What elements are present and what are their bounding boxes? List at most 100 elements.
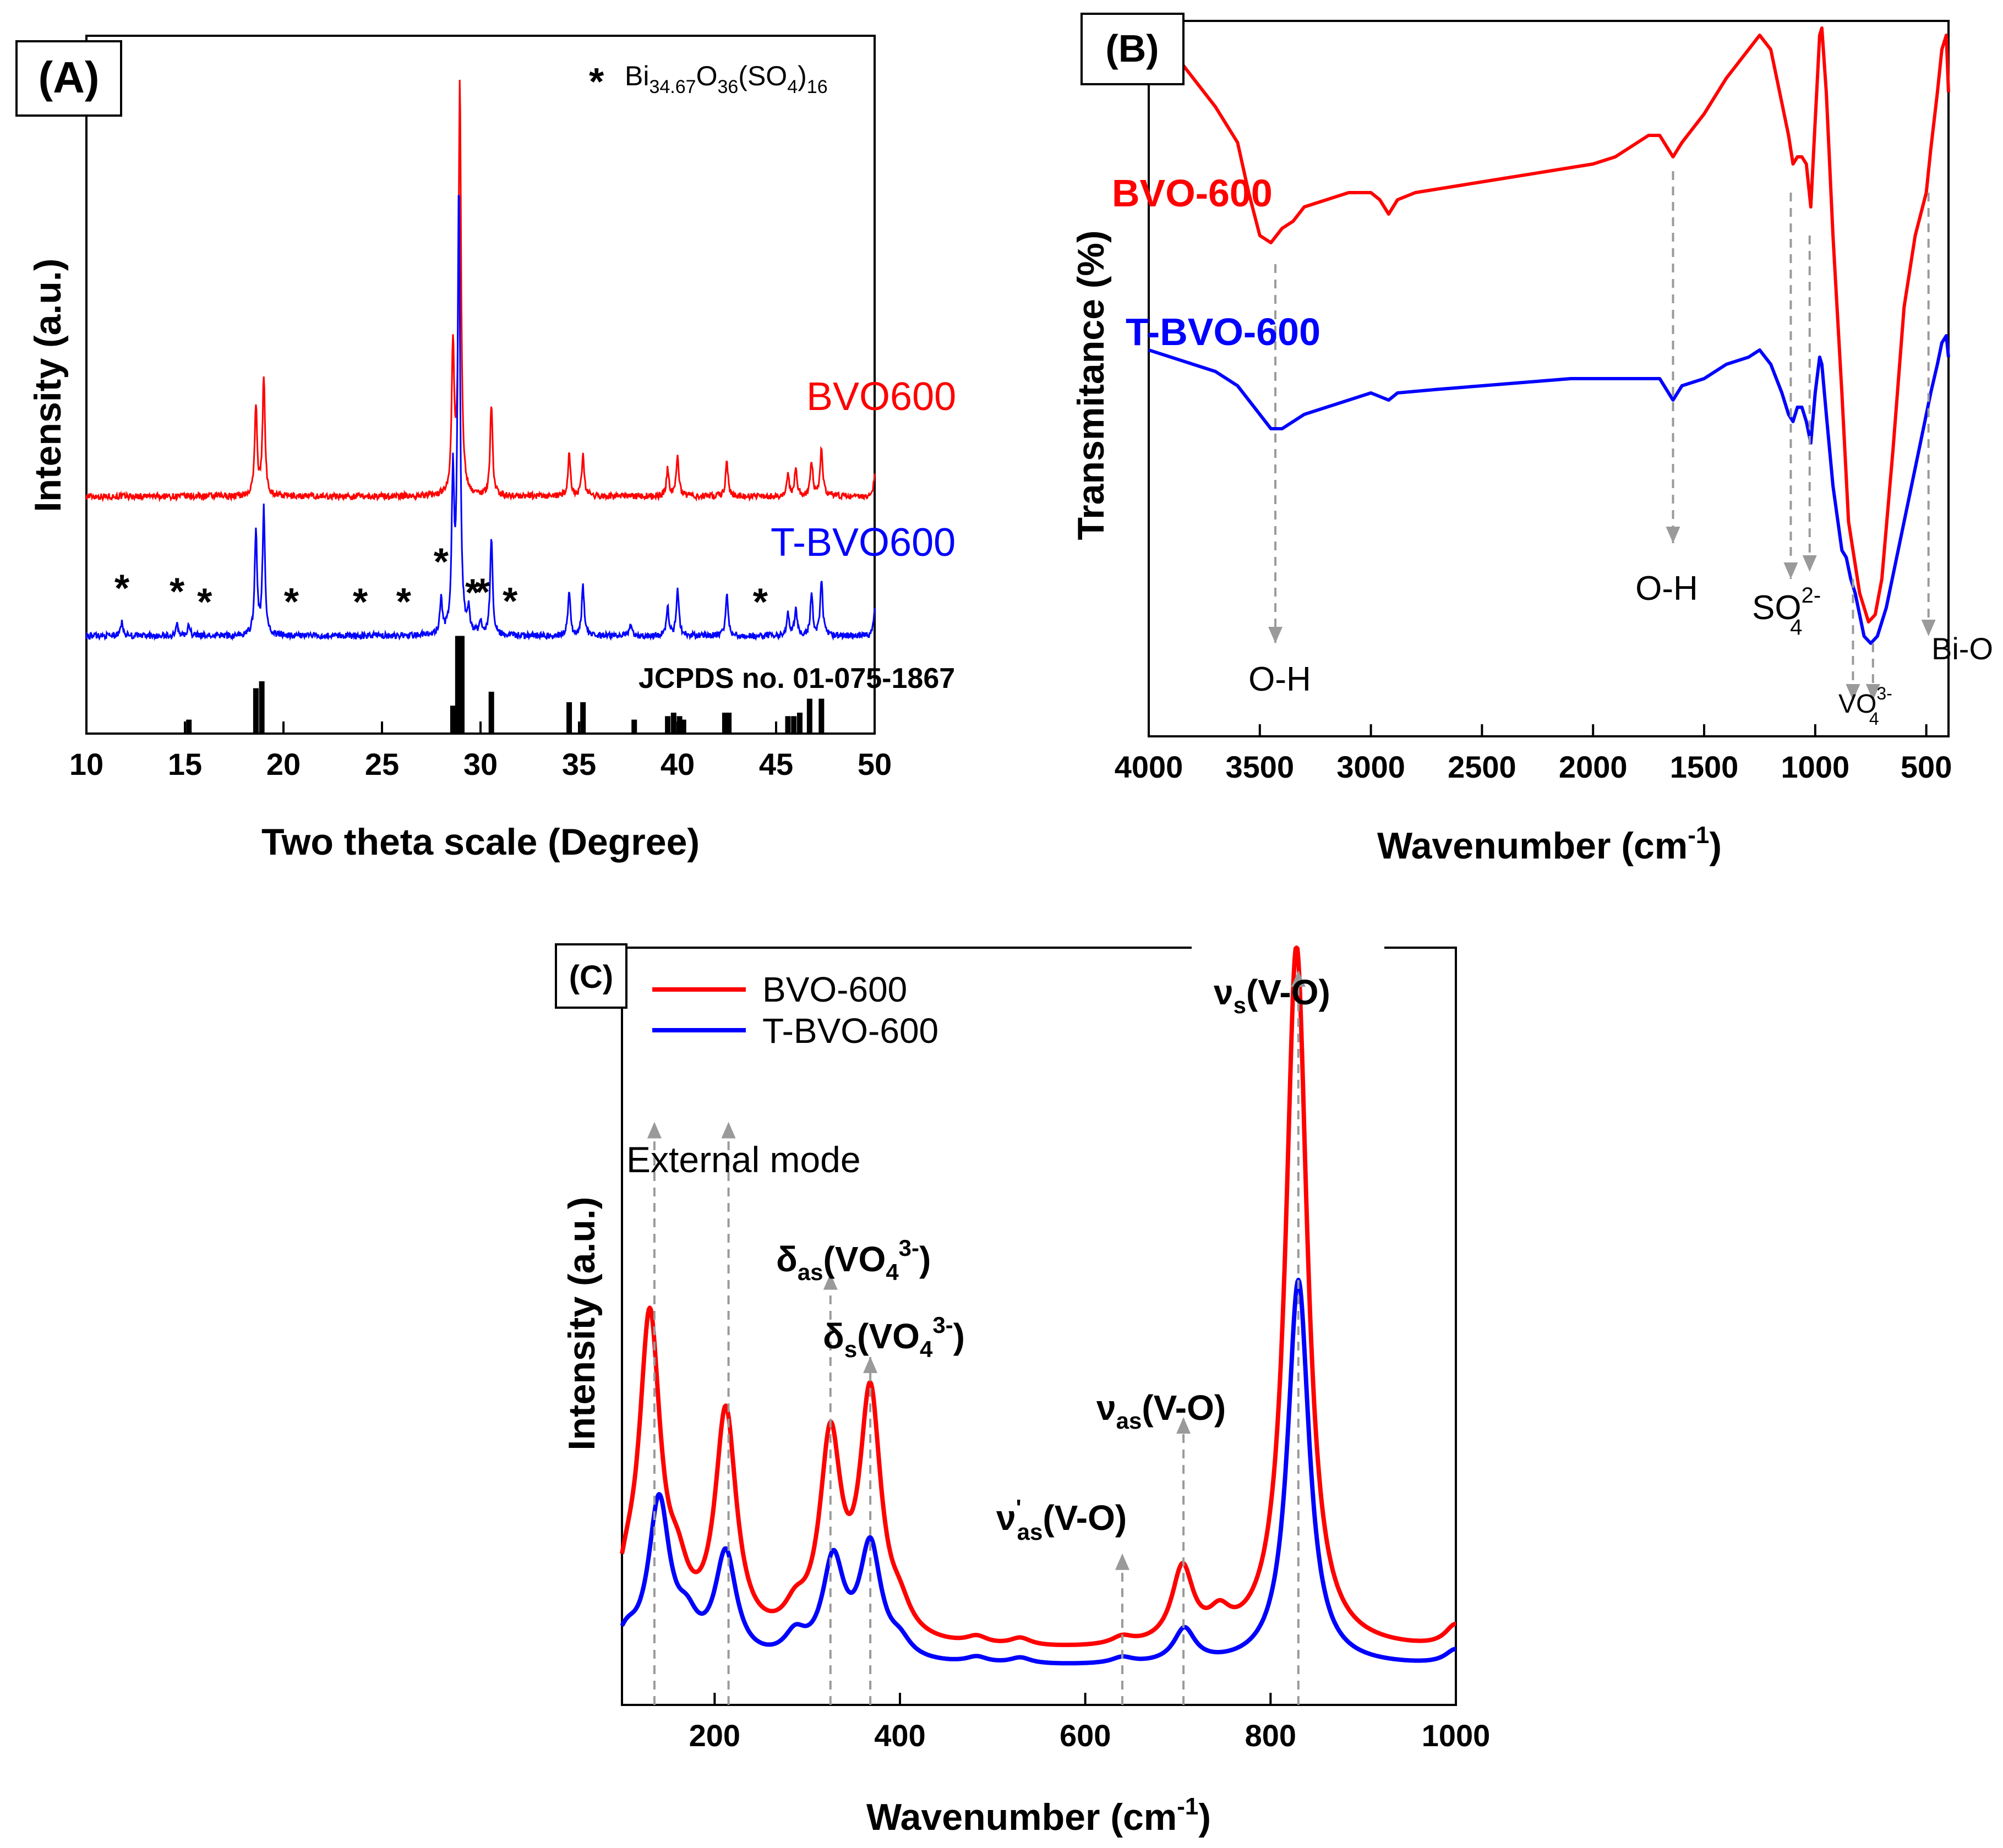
- panel-a-label: (A): [38, 53, 99, 102]
- panel-c-frame: [621, 947, 1457, 1706]
- panel-b-tick-label-3000: 3000: [1336, 750, 1405, 784]
- impurity-star-5: *: [396, 580, 412, 623]
- panel-c-nu-prime-as-label: ν' as(V-O): [996, 1495, 1127, 1545]
- panel-c-delta-as-label: δas(VO43-): [776, 1235, 931, 1285]
- panel-a-frame: [85, 35, 876, 735]
- panel-b-label: (B): [1105, 27, 1159, 70]
- panel-a-curves: [85, 79, 876, 641]
- raman-curve-bvo-600: [620, 945, 1458, 1647]
- panel-c-label: (C): [569, 959, 614, 995]
- arrow-oh-1640-head: [1666, 527, 1680, 543]
- reference-stick-14: [722, 712, 728, 734]
- impurity-star-10: *: [753, 581, 768, 624]
- panel-b-y-axis-title: Transmitance (%): [1070, 230, 1112, 540]
- arrow-external-b-head: [721, 1122, 736, 1139]
- panel-a-series-label-bvo600: BVO600: [806, 375, 956, 419]
- panel-a-tick-label-50: 50: [858, 747, 892, 781]
- reference-stick-10: [665, 716, 671, 734]
- arrow-so4-a-head: [1783, 562, 1798, 579]
- panel-a-legend-star: *: [589, 60, 604, 103]
- panel-b-ftir: 4000 3500 3000 2500 2000 1500 1000 500 (B) BVO-…: [1070, 13, 1993, 867]
- panel-c-x-ticks: 200 400 600 800 1000: [689, 1693, 1491, 1753]
- impurity-star-7: *: [465, 571, 481, 614]
- panel-b-x-axis-title: Wavenumber (cm-1): [1377, 822, 1722, 867]
- impurity-star-3: *: [284, 580, 299, 623]
- panel-c-x-axis-title: Wavenumber (cm-1): [866, 1793, 1211, 1838]
- panel-b-oh-label-3430: O-H: [1248, 660, 1311, 698]
- panel-a-x-ticks: 10 15 20 25 30 35 40 45 50: [69, 721, 892, 781]
- panel-c-tick-label-200: 200: [689, 1718, 740, 1753]
- arrow-external-a-head: [647, 1122, 662, 1139]
- panel-c-external-mode-label: External mode: [626, 1139, 861, 1180]
- reference-stick-15: [726, 712, 732, 734]
- panel-a-tick-label-20: 20: [266, 747, 301, 781]
- legend-label-tbvo600: T-BVO-600: [762, 1011, 938, 1051]
- reference-stick-18: [796, 712, 803, 734]
- panel-b-vo4-label: VO3-4: [1838, 684, 1892, 729]
- panel-a-legend-formula: Bi34.67O36(SO4)16: [625, 61, 828, 97]
- impurity-star-6: *: [434, 540, 449, 583]
- panel-a-tick-label-25: 25: [365, 747, 399, 781]
- panel-b-bio-label: Bi-O: [1931, 631, 1993, 666]
- reference-stick-8: [580, 702, 586, 734]
- reference-stick-4: [455, 636, 461, 734]
- panel-a-label-box: [15, 40, 122, 117]
- panel-b-tick-label-4000: 4000: [1115, 750, 1183, 784]
- panel-c-curves: [620, 945, 1458, 1666]
- panel-b-tick-label-2000: 2000: [1559, 750, 1628, 784]
- panel-b-oh-label-1640: O-H: [1635, 570, 1698, 608]
- panel-b-arrows: [1268, 171, 1936, 701]
- panel-b-curves: [1147, 20, 1950, 645]
- reference-stick-3: [450, 706, 456, 734]
- panel-a-impurity-stars: * * * * * **** * *: [114, 540, 768, 623]
- panel-c-legend: BVO-600 T-BVO-600: [652, 970, 938, 1051]
- panel-c-tick-label-1000: 1000: [1422, 1718, 1491, 1753]
- panel-c-tick-label-600: 600: [1060, 1718, 1111, 1753]
- impurity-star-9: *: [503, 579, 518, 622]
- reference-stick-16: [785, 716, 791, 734]
- panel-a-tick-label-35: 35: [562, 747, 596, 781]
- panel-b-tick-label-500: 500: [1901, 750, 1952, 784]
- reference-stick-0: [186, 719, 192, 734]
- reference-stick-7: [566, 702, 572, 734]
- arrow-nu-s-head: [1291, 970, 1306, 987]
- reference-stick-19: [806, 698, 812, 734]
- impurity-star-0: *: [114, 567, 130, 610]
- panel-b-label-box: [1080, 13, 1185, 85]
- panel-b-curve-label-tbvo600: T-BVO-600: [1126, 310, 1320, 353]
- panel-c-nu-as-label: νas(V-O): [1096, 1388, 1226, 1434]
- panel-b-tick-label-1500: 1500: [1670, 750, 1739, 784]
- panel-a-series-label-tbvo600: T-BVO600: [771, 521, 956, 565]
- panel-b-tick-label-3500: 3500: [1226, 750, 1295, 784]
- arrow-nu-as-head: [1176, 1417, 1191, 1434]
- panel-b-tick-label-2500: 2500: [1448, 750, 1516, 784]
- reference-stick-20: [818, 698, 825, 734]
- arrow-delta-as-head: [823, 1273, 838, 1290]
- panel-b-frame: [1148, 20, 1950, 737]
- reference-stick-2: [259, 681, 265, 734]
- panel-a-tick-label-10: 10: [69, 747, 103, 781]
- ftir-curve-t-bvo-600: [1148, 334, 1950, 645]
- panel-c-delta-s-label: δs(VO43-): [823, 1312, 965, 1362]
- panel-a-tick-label-30: 30: [463, 747, 498, 781]
- arrow-oh-3430-head: [1268, 627, 1283, 643]
- panel-a-reference-label: JCPDS no. 01-075-1867: [638, 663, 955, 695]
- reference-stick-9: [631, 719, 637, 734]
- panel-a-tick-label-40: 40: [661, 747, 695, 781]
- xrd-curve-t-bvo600: [85, 194, 876, 641]
- panel-c-tick-label-800: 800: [1245, 1718, 1296, 1753]
- arrow-bio-head: [1921, 620, 1936, 636]
- panel-c-arrows: [647, 970, 1306, 1705]
- panel-b-x-ticks: 4000 3500 3000 2500 2000 1500 1000 500: [1115, 724, 1952, 784]
- arrow-delta-s-head: [863, 1357, 878, 1374]
- panel-c-tick-label-400: 400: [874, 1718, 925, 1753]
- legend-label-bvo600: BVO-600: [762, 970, 907, 1009]
- arrow-vo4-a-head: [1846, 684, 1860, 701]
- panel-b-so4-label: SO2-4: [1752, 583, 1821, 639]
- impurity-star-1: *: [170, 570, 185, 613]
- reference-stick-6: [488, 691, 494, 734]
- panel-a-tick-label-15: 15: [168, 747, 202, 781]
- panel-c-nu-s-label: νs(V-O): [1214, 972, 1330, 1018]
- panel-c-label-box: [555, 943, 627, 1009]
- arrow-vo4-b-head: [1865, 684, 1880, 701]
